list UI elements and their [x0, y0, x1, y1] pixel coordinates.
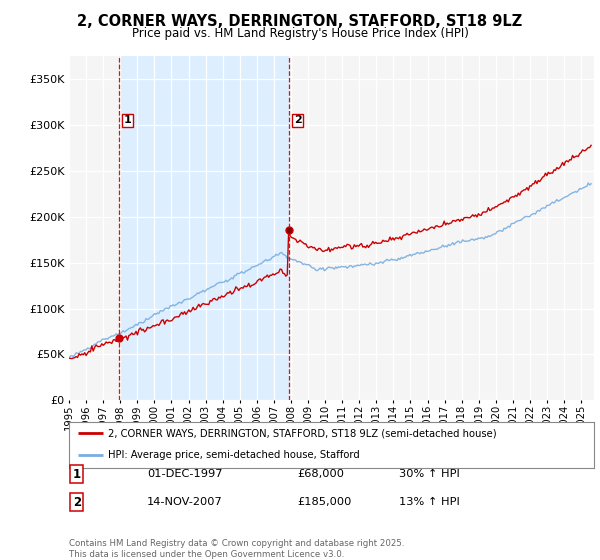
Text: £185,000: £185,000	[297, 497, 352, 507]
Text: £68,000: £68,000	[297, 469, 344, 479]
Text: 01-DEC-1997: 01-DEC-1997	[147, 469, 223, 479]
Text: 14-NOV-2007: 14-NOV-2007	[147, 497, 223, 507]
Text: 1: 1	[124, 115, 132, 125]
Bar	[119, 56, 289, 400]
Text: 2, CORNER WAYS, DERRINGTON, STAFFORD, ST18 9LZ: 2, CORNER WAYS, DERRINGTON, STAFFORD, ST…	[77, 14, 523, 29]
Text: 2, CORNER WAYS, DERRINGTON, STAFFORD, ST18 9LZ (semi-detached house): 2, CORNER WAYS, DERRINGTON, STAFFORD, ST…	[109, 428, 497, 438]
Text: 30% ↑ HPI: 30% ↑ HPI	[399, 469, 460, 479]
Text: Contains HM Land Registry data © Crown copyright and database right 2025.
This d: Contains HM Land Registry data © Crown c…	[69, 539, 404, 559]
Text: Price paid vs. HM Land Registry's House Price Index (HPI): Price paid vs. HM Land Registry's House …	[131, 27, 469, 40]
Text: HPI: Average price, semi-detached house, Stafford: HPI: Average price, semi-detached house,…	[109, 450, 360, 460]
Text: 2: 2	[73, 496, 81, 509]
Text: 2: 2	[294, 115, 302, 125]
Text: 1: 1	[73, 468, 81, 481]
Text: 13% ↑ HPI: 13% ↑ HPI	[399, 497, 460, 507]
